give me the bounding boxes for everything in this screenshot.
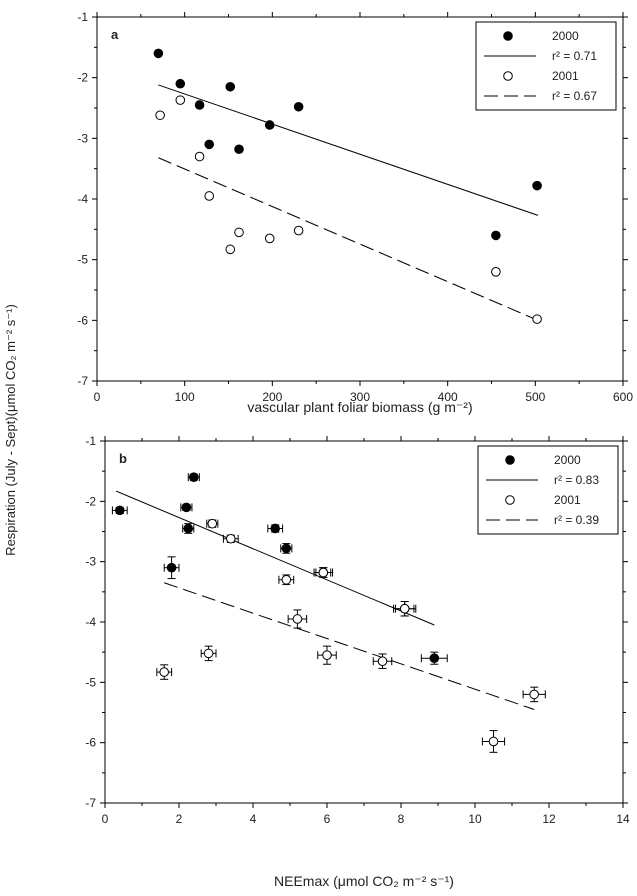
legend-marker [503, 31, 513, 41]
data-point-2001 [491, 267, 501, 277]
y-tick-label: -3 [85, 555, 96, 569]
legend-marker [505, 455, 515, 465]
data-point-2000 [234, 144, 244, 155]
legend-label: r² = 0.39 [554, 513, 599, 527]
x-tick-label: 300 [350, 390, 370, 404]
data-point-2001 [399, 603, 410, 614]
legend-label: 2000 [552, 29, 579, 43]
x-tick-label: 2 [176, 812, 183, 826]
y-tick-label: -1 [77, 10, 88, 24]
y-tick-label: -1 [85, 434, 96, 448]
x-axis-label: NEEmax (μmol CO₂ m⁻² s⁻¹) [274, 873, 454, 889]
legend-label: 2000 [554, 453, 581, 467]
data-point-2000 [153, 48, 164, 59]
data-point-2001 [204, 191, 215, 201]
fit-line-dashed [158, 157, 539, 321]
y-tick-label: -5 [77, 253, 88, 267]
data-point-2000 [115, 505, 125, 516]
legend-label: r² = 0.67 [552, 89, 597, 103]
data-point-2000 [532, 180, 542, 191]
data-point-2001 [175, 95, 186, 105]
y-tick-label: -2 [77, 71, 88, 85]
data-point-2000 [270, 523, 281, 534]
y-tick-label: -4 [85, 615, 96, 629]
data-point-2000 [225, 81, 236, 92]
x-tick-label: 0 [102, 812, 109, 826]
panel-b: 0 2 4 6 8 10 12 14 -7 -6 -5 -4 -3 -2 -1 b NEEmax (μmol C… [85, 434, 630, 889]
y-tick-label: -6 [85, 736, 96, 750]
data-point-2000 [166, 562, 177, 573]
y-tick-label: -4 [77, 192, 88, 206]
fit-line-solid [158, 84, 539, 216]
legend-label: 2001 [554, 493, 581, 507]
data-point-2001 [293, 225, 304, 236]
y-tick-label: -3 [77, 131, 88, 145]
data-point-2001 [194, 151, 205, 162]
data-point-2000 [183, 523, 194, 534]
legend-label: r² = 0.71 [552, 49, 597, 63]
data-point-2001 [225, 244, 236, 255]
fit-line-solid [115, 490, 435, 626]
y-tick-label: -5 [85, 675, 96, 689]
legend-label: r² = 0.83 [554, 473, 599, 487]
y-tick-label: -2 [85, 494, 96, 508]
legend-box [477, 445, 619, 535]
x-tick-label: 8 [398, 812, 405, 826]
x-tick-label: 500 [525, 390, 545, 404]
x-tick-label: 400 [438, 390, 458, 404]
data-point-2001 [155, 110, 165, 121]
legend-label: 2001 [552, 69, 579, 83]
x-tick-label: 10 [468, 812, 482, 826]
data-point-2001 [281, 574, 292, 585]
data-point-2000 [491, 230, 501, 241]
data-point-2000 [194, 100, 205, 110]
data-point-2001 [207, 518, 218, 529]
x-tick-label: 200 [262, 390, 282, 404]
shared-y-axis-label: Respiration (July - Sept)(μmol CO₂ m⁻² s… [3, 304, 18, 556]
data-point-2000 [181, 502, 192, 513]
x-tick-label: 6 [324, 812, 331, 826]
data-point-2001 [203, 648, 214, 659]
panel-label: a [111, 27, 119, 42]
x-tick-label: 600 [613, 390, 633, 404]
fit-line-dashed [164, 582, 535, 710]
data-point-2000 [189, 472, 199, 483]
y-tick-label: -7 [77, 374, 88, 388]
x-tick-label: 0 [94, 390, 101, 404]
x-tick-label: 12 [542, 812, 556, 826]
legend-box [475, 21, 617, 111]
data-point-2000 [293, 101, 304, 112]
panel-label: b [119, 451, 127, 466]
data-point-2001 [226, 533, 236, 544]
y-tick-label: -6 [77, 313, 88, 327]
x-tick-label: 100 [175, 390, 195, 404]
data-point-2001 [532, 314, 542, 324]
data-point-2001 [318, 567, 329, 578]
data-point-2001 [377, 656, 388, 667]
data-point-2001 [292, 614, 303, 624]
data-point-2001 [159, 667, 169, 677]
data-point-2000 [204, 139, 215, 150]
data-point-2001 [322, 650, 332, 660]
data-point-2001 [488, 736, 499, 747]
data-point-2000 [429, 653, 440, 664]
legend-marker [505, 495, 515, 505]
legend-marker [503, 71, 513, 81]
data-point-2001 [529, 689, 540, 700]
y-tick-label: -7 [85, 796, 96, 810]
x-tick-label: 4 [250, 812, 257, 826]
data-point-2001 [264, 233, 275, 244]
x-tick-label: 14 [616, 812, 630, 826]
data-point-2000 [175, 78, 186, 89]
data-point-2001 [234, 227, 244, 238]
data-point-2000 [281, 543, 292, 554]
x-axis-label: vascular plant foliar biomass (g m⁻²) [247, 399, 472, 415]
panel-a: 0 100 200 300 400 500 600 -7 -6 -5 -4 -3 -2 -1 a vascul… [77, 10, 633, 415]
data-point-2000 [264, 120, 275, 130]
